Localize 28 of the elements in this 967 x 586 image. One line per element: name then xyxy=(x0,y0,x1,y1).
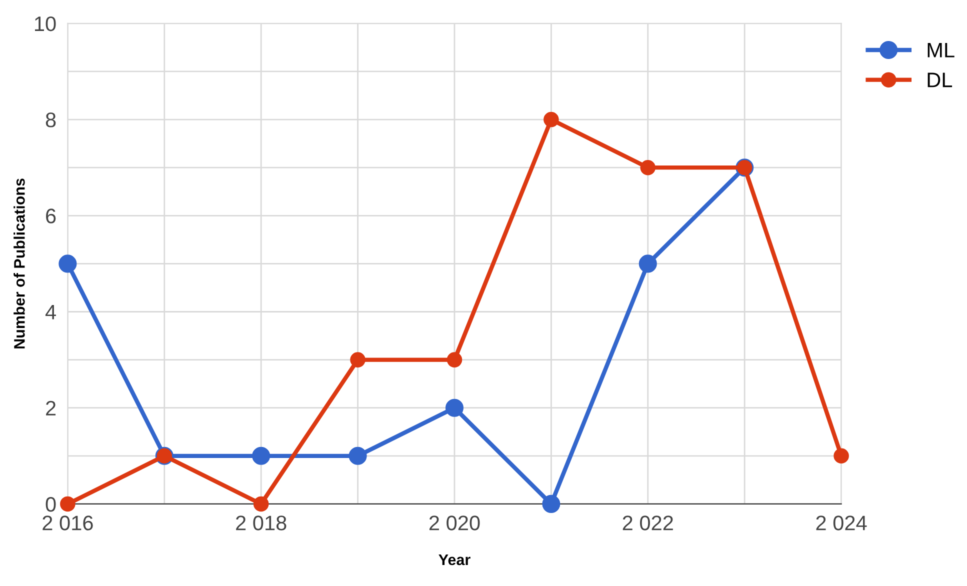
y-axis-title: Number of Publications xyxy=(14,178,25,348)
point xyxy=(638,254,657,273)
point xyxy=(834,448,849,464)
x-axis-title: Year xyxy=(438,554,470,566)
y-tick-label: 10 xyxy=(34,16,56,32)
x-tick-label: 2 016 xyxy=(42,516,93,530)
point xyxy=(60,496,76,512)
y-tick-label: 4 xyxy=(45,304,56,320)
point xyxy=(348,446,367,465)
x-tick-label: 2 022 xyxy=(622,516,673,530)
point xyxy=(58,254,77,273)
x-tick-label: 2 018 xyxy=(236,516,286,530)
point xyxy=(445,398,464,417)
point xyxy=(640,160,656,176)
point xyxy=(544,112,559,128)
y-tick-label: 2 xyxy=(46,400,56,416)
point xyxy=(446,352,462,368)
point xyxy=(350,352,366,368)
legend-label: DL xyxy=(928,72,952,88)
point xyxy=(252,446,270,465)
point xyxy=(253,496,269,512)
legend-label: ML xyxy=(928,42,954,58)
y-tick-label: 0 xyxy=(46,496,56,512)
x-tick-label: 2 024 xyxy=(816,516,867,530)
y-tick-label: 8 xyxy=(46,112,56,128)
y-tick-label: 6 xyxy=(46,208,56,224)
x-tick-label: 2 020 xyxy=(429,516,480,530)
point xyxy=(542,494,560,513)
